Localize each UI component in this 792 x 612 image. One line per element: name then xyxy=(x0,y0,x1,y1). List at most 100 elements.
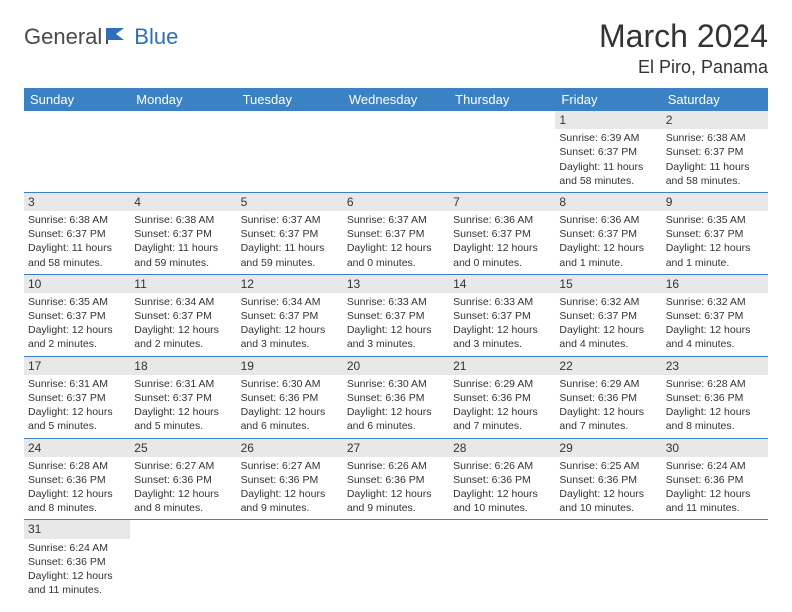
day-number: 1 xyxy=(555,111,661,129)
day-number: 24 xyxy=(24,439,130,457)
calendar-cell: 28Sunrise: 6:26 AMSunset: 6:36 PMDayligh… xyxy=(449,438,555,520)
calendar-cell: 23Sunrise: 6:28 AMSunset: 6:36 PMDayligh… xyxy=(662,356,768,438)
sunrise-line: Sunrise: 6:30 AM xyxy=(347,377,445,391)
sunrise-line: Sunrise: 6:29 AM xyxy=(559,377,657,391)
calendar-cell: 5Sunrise: 6:37 AMSunset: 6:37 PMDaylight… xyxy=(237,192,343,274)
calendar-cell: 26Sunrise: 6:27 AMSunset: 6:36 PMDayligh… xyxy=(237,438,343,520)
daylight-line: Daylight: 11 hours and 59 minutes. xyxy=(134,241,232,269)
day-number: 8 xyxy=(555,193,661,211)
sunrise-line: Sunrise: 6:27 AM xyxy=(241,459,339,473)
sunrise-line: Sunrise: 6:38 AM xyxy=(666,131,764,145)
calendar-cell: 24Sunrise: 6:28 AMSunset: 6:36 PMDayligh… xyxy=(24,438,130,520)
brand-text-general: General xyxy=(24,24,102,50)
day-number: 16 xyxy=(662,275,768,293)
calendar-cell: 11Sunrise: 6:34 AMSunset: 6:37 PMDayligh… xyxy=(130,274,236,356)
sunrise-line: Sunrise: 6:31 AM xyxy=(134,377,232,391)
daylight-line: Daylight: 11 hours and 58 minutes. xyxy=(666,160,764,188)
daylight-line: Daylight: 12 hours and 1 minute. xyxy=(559,241,657,269)
day-number: 13 xyxy=(343,275,449,293)
weekday-header: Wednesday xyxy=(343,88,449,111)
calendar-cell: 22Sunrise: 6:29 AMSunset: 6:36 PMDayligh… xyxy=(555,356,661,438)
sunset-line: Sunset: 6:37 PM xyxy=(666,227,764,241)
daylight-line: Daylight: 11 hours and 59 minutes. xyxy=(241,241,339,269)
sunset-line: Sunset: 6:37 PM xyxy=(241,309,339,323)
calendar-cell: 27Sunrise: 6:26 AMSunset: 6:36 PMDayligh… xyxy=(343,438,449,520)
daylight-line: Daylight: 12 hours and 2 minutes. xyxy=(134,323,232,351)
sunrise-line: Sunrise: 6:29 AM xyxy=(453,377,551,391)
calendar-cell: 10Sunrise: 6:35 AMSunset: 6:37 PMDayligh… xyxy=(24,274,130,356)
location-subtitle: El Piro, Panama xyxy=(599,57,768,78)
sunset-line: Sunset: 6:37 PM xyxy=(241,227,339,241)
sunrise-line: Sunrise: 6:38 AM xyxy=(134,213,232,227)
sunset-line: Sunset: 6:36 PM xyxy=(28,555,126,569)
sunset-line: Sunset: 6:37 PM xyxy=(134,309,232,323)
sunset-line: Sunset: 6:36 PM xyxy=(666,473,764,487)
sunrise-line: Sunrise: 6:33 AM xyxy=(453,295,551,309)
calendar-cell xyxy=(24,111,130,192)
daylight-line: Daylight: 12 hours and 6 minutes. xyxy=(347,405,445,433)
day-number: 9 xyxy=(662,193,768,211)
sunset-line: Sunset: 6:36 PM xyxy=(453,473,551,487)
day-number: 18 xyxy=(130,357,236,375)
sunrise-line: Sunrise: 6:33 AM xyxy=(347,295,445,309)
sunset-line: Sunset: 6:36 PM xyxy=(134,473,232,487)
day-number: 4 xyxy=(130,193,236,211)
daylight-line: Daylight: 12 hours and 7 minutes. xyxy=(559,405,657,433)
day-number: 14 xyxy=(449,275,555,293)
sunrise-line: Sunrise: 6:32 AM xyxy=(559,295,657,309)
daylight-line: Daylight: 12 hours and 0 minutes. xyxy=(347,241,445,269)
calendar-cell: 30Sunrise: 6:24 AMSunset: 6:36 PMDayligh… xyxy=(662,438,768,520)
weekday-header-row: SundayMondayTuesdayWednesdayThursdayFrid… xyxy=(24,88,768,111)
sunrise-line: Sunrise: 6:26 AM xyxy=(453,459,551,473)
calendar-cell xyxy=(449,111,555,192)
calendar-cell: 17Sunrise: 6:31 AMSunset: 6:37 PMDayligh… xyxy=(24,356,130,438)
day-number: 6 xyxy=(343,193,449,211)
calendar-cell: 29Sunrise: 6:25 AMSunset: 6:36 PMDayligh… xyxy=(555,438,661,520)
daylight-line: Daylight: 12 hours and 3 minutes. xyxy=(453,323,551,351)
daylight-line: Daylight: 12 hours and 3 minutes. xyxy=(241,323,339,351)
calendar-cell: 14Sunrise: 6:33 AMSunset: 6:37 PMDayligh… xyxy=(449,274,555,356)
day-number: 19 xyxy=(237,357,343,375)
sunrise-line: Sunrise: 6:28 AM xyxy=(666,377,764,391)
daylight-line: Daylight: 12 hours and 4 minutes. xyxy=(559,323,657,351)
calendar-cell: 25Sunrise: 6:27 AMSunset: 6:36 PMDayligh… xyxy=(130,438,236,520)
day-number: 28 xyxy=(449,439,555,457)
daylight-line: Daylight: 12 hours and 4 minutes. xyxy=(666,323,764,351)
sunset-line: Sunset: 6:37 PM xyxy=(347,227,445,241)
sunset-line: Sunset: 6:36 PM xyxy=(559,473,657,487)
day-number: 30 xyxy=(662,439,768,457)
day-number: 17 xyxy=(24,357,130,375)
sunrise-line: Sunrise: 6:36 AM xyxy=(559,213,657,227)
calendar-cell: 6Sunrise: 6:37 AMSunset: 6:37 PMDaylight… xyxy=(343,192,449,274)
calendar-cell xyxy=(237,520,343,601)
sunrise-line: Sunrise: 6:38 AM xyxy=(28,213,126,227)
day-number: 22 xyxy=(555,357,661,375)
calendar-cell: 31Sunrise: 6:24 AMSunset: 6:36 PMDayligh… xyxy=(24,520,130,601)
sunset-line: Sunset: 6:37 PM xyxy=(28,227,126,241)
sunset-line: Sunset: 6:37 PM xyxy=(28,391,126,405)
day-number: 29 xyxy=(555,439,661,457)
sunset-line: Sunset: 6:37 PM xyxy=(666,309,764,323)
sunrise-line: Sunrise: 6:25 AM xyxy=(559,459,657,473)
daylight-line: Daylight: 12 hours and 3 minutes. xyxy=(347,323,445,351)
daylight-line: Daylight: 12 hours and 2 minutes. xyxy=(28,323,126,351)
calendar-cell: 18Sunrise: 6:31 AMSunset: 6:37 PMDayligh… xyxy=(130,356,236,438)
calendar-row: 1Sunrise: 6:39 AMSunset: 6:37 PMDaylight… xyxy=(24,111,768,192)
sunrise-line: Sunrise: 6:24 AM xyxy=(666,459,764,473)
weekday-header: Thursday xyxy=(449,88,555,111)
day-number: 20 xyxy=(343,357,449,375)
sunrise-line: Sunrise: 6:26 AM xyxy=(347,459,445,473)
sunset-line: Sunset: 6:37 PM xyxy=(559,145,657,159)
flag-icon xyxy=(106,26,132,49)
calendar-cell: 9Sunrise: 6:35 AMSunset: 6:37 PMDaylight… xyxy=(662,192,768,274)
sunset-line: Sunset: 6:36 PM xyxy=(347,391,445,405)
sunset-line: Sunset: 6:36 PM xyxy=(241,473,339,487)
day-number: 31 xyxy=(24,520,130,538)
daylight-line: Daylight: 12 hours and 1 minute. xyxy=(666,241,764,269)
day-number: 15 xyxy=(555,275,661,293)
calendar-cell: 21Sunrise: 6:29 AMSunset: 6:36 PMDayligh… xyxy=(449,356,555,438)
weekday-header: Monday xyxy=(130,88,236,111)
calendar-cell xyxy=(662,520,768,601)
calendar-cell: 7Sunrise: 6:36 AMSunset: 6:37 PMDaylight… xyxy=(449,192,555,274)
daylight-line: Daylight: 11 hours and 58 minutes. xyxy=(28,241,126,269)
